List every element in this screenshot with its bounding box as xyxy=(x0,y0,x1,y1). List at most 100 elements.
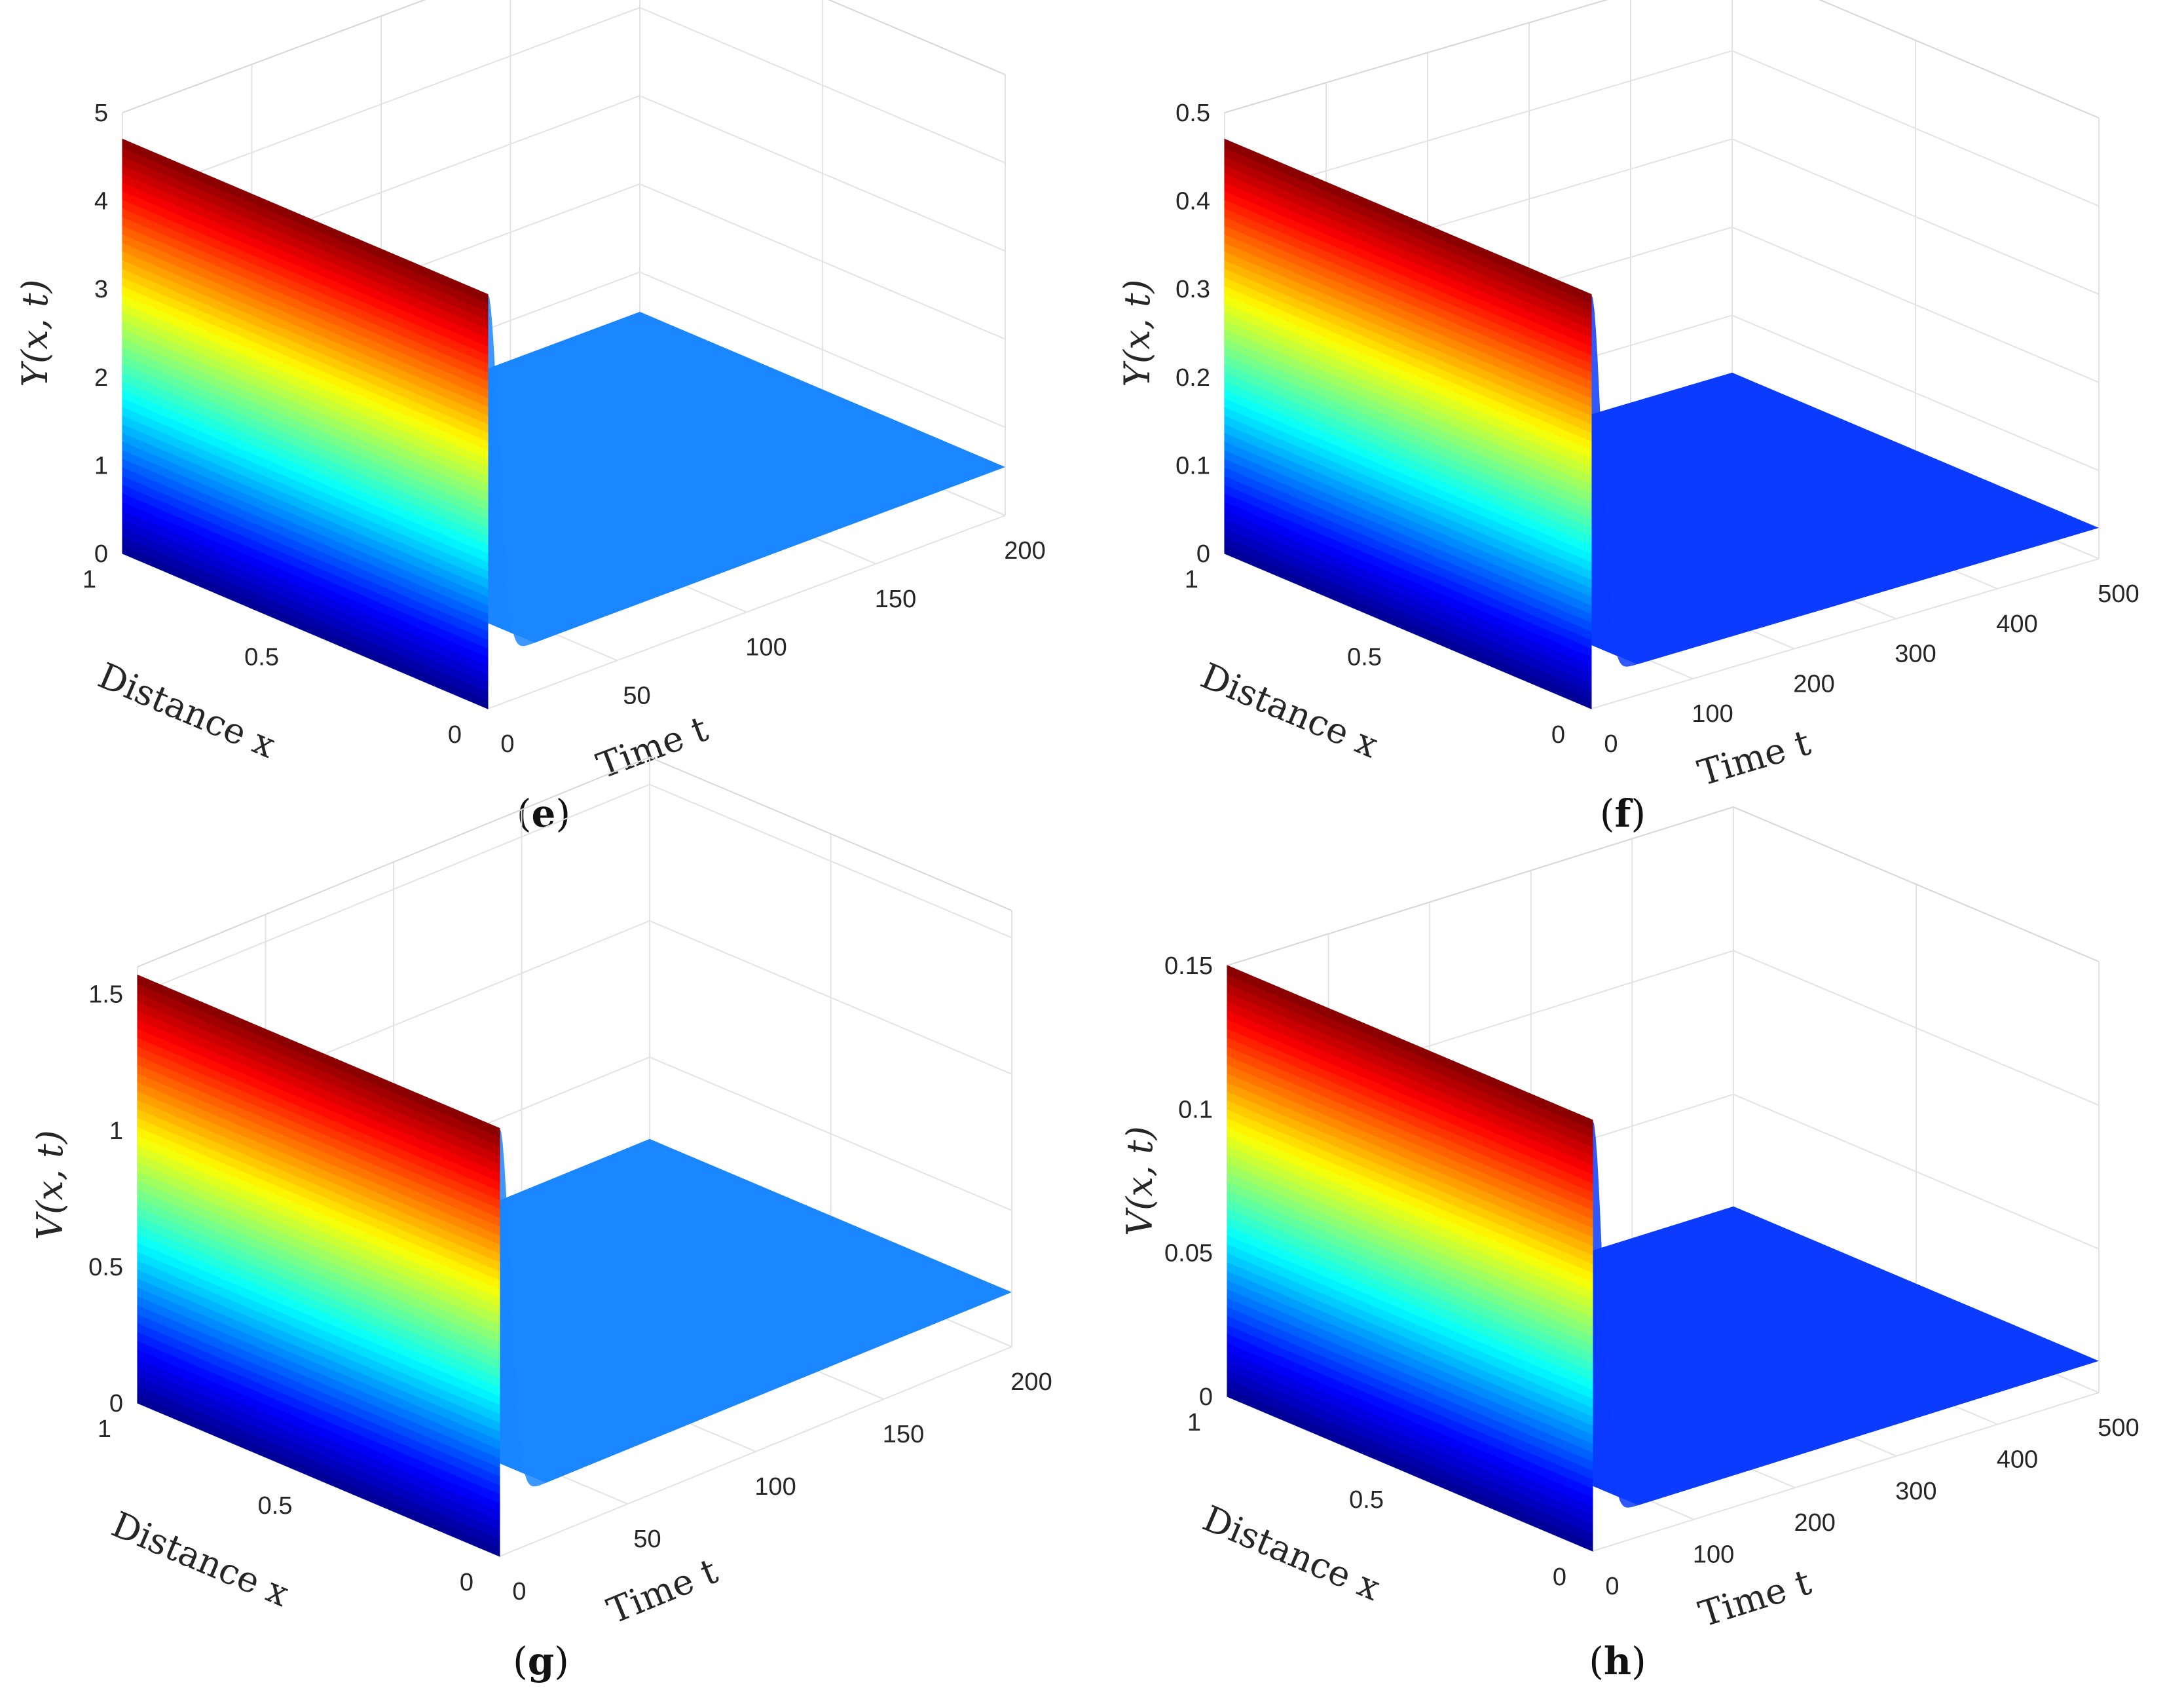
z-tick-label: 0 xyxy=(1196,540,1210,568)
box-top-edge xyxy=(1224,0,2100,119)
z-tick-label: 5 xyxy=(94,100,108,127)
x-tick-label: 0 xyxy=(1551,721,1565,749)
gridline-z xyxy=(122,0,1006,113)
x-axis-label: Distance x xyxy=(92,655,282,766)
panel-label: (f) xyxy=(1600,791,1646,836)
z-tick-label: 0.5 xyxy=(1175,100,1210,127)
t-axis-label: Time t xyxy=(601,1550,723,1632)
t-tick-label: 300 xyxy=(1895,1478,1936,1505)
z-axis-label: V(x, t) xyxy=(1119,1126,1160,1236)
surface-wall-band xyxy=(137,974,500,1138)
x-tick-label: 0 xyxy=(448,721,462,749)
box-top-edge xyxy=(1227,806,2100,966)
z-tick-label: 0.1 xyxy=(1178,1096,1213,1123)
t-tick-label: 200 xyxy=(1794,1509,1835,1537)
gridline-x-floor xyxy=(1592,1392,2100,1552)
x-tick-label: 1 xyxy=(98,1416,111,1443)
gridline-z xyxy=(122,7,1006,202)
z-tick-label: 1 xyxy=(109,1117,123,1145)
chart-panel-f: 00.10.20.30.40.500.510100200300400500Y(x… xyxy=(1117,0,2139,836)
t-tick-label: 50 xyxy=(623,682,650,709)
z-tick-label: 0 xyxy=(94,540,108,568)
x-tick-label: 0 xyxy=(460,1569,473,1596)
t-tick-label: 0 xyxy=(1605,1573,1619,1600)
gridline-x-floor xyxy=(1591,558,2100,709)
gridline-z xyxy=(1224,0,2100,119)
surface xyxy=(137,974,1012,1557)
t-tick-label: 150 xyxy=(875,586,916,613)
panel-label: (e) xyxy=(517,791,570,836)
t-tick-label: 0 xyxy=(1604,730,1618,758)
surface-wall-band xyxy=(1227,965,1593,1130)
panel-label: (g) xyxy=(513,1639,569,1683)
x-axis-label: Distance x xyxy=(106,1503,295,1615)
z-tick-label: 1 xyxy=(94,452,108,479)
z-tick-label: 4 xyxy=(94,188,108,216)
t-tick-label: 100 xyxy=(1692,700,1733,728)
z-tick-label: 0.05 xyxy=(1164,1240,1213,1267)
z-tick-label: 0.5 xyxy=(88,1254,123,1281)
x-tick-label: 0.5 xyxy=(1349,1486,1384,1514)
t-axis-label: Time t xyxy=(1693,722,1815,794)
x-tick-label: 0.5 xyxy=(258,1492,293,1520)
t-tick-label: 300 xyxy=(1895,641,1936,668)
x-tick-label: 1 xyxy=(83,566,96,593)
t-tick-label: 500 xyxy=(2098,580,2139,608)
gridline-z xyxy=(137,783,1012,995)
t-axis-label: Time t xyxy=(591,708,714,787)
t-tick-label: 0 xyxy=(500,730,514,758)
x-axis-label: Distance x xyxy=(1195,655,1384,766)
x-tick-label: 0 xyxy=(1553,1564,1566,1591)
t-tick-label: 400 xyxy=(1997,1446,2038,1473)
t-tick-label: 500 xyxy=(2098,1414,2139,1442)
z-tick-label: 0.3 xyxy=(1175,276,1210,303)
box-top-edge xyxy=(122,0,1006,113)
z-tick-label: 0.4 xyxy=(1175,188,1210,216)
z-tick-label: 0.2 xyxy=(1175,364,1210,392)
z-axis-label: V(x, t) xyxy=(29,1130,71,1240)
gridline-z xyxy=(1227,806,2100,966)
t-tick-label: 400 xyxy=(1996,610,2037,638)
box-top-edge xyxy=(137,756,1012,967)
z-tick-label: 0.15 xyxy=(1164,952,1213,980)
z-tick-label: 1.5 xyxy=(88,981,123,1009)
z-tick-label: 2 xyxy=(94,364,108,392)
t-tick-label: 50 xyxy=(633,1526,661,1553)
z-axis-label: Y(x, t) xyxy=(1117,279,1158,386)
x-tick-label: 0.5 xyxy=(1347,644,1382,671)
x-tick-label: 0.5 xyxy=(244,644,279,671)
gridline-x-floor xyxy=(487,515,1006,709)
x-tick-label: 1 xyxy=(1185,566,1198,593)
surface-wall-band xyxy=(1224,138,1592,304)
t-tick-label: 0 xyxy=(512,1578,526,1605)
surface xyxy=(122,138,1006,709)
surface xyxy=(1227,965,2099,1552)
z-axis-label: Y(x, t) xyxy=(14,279,56,386)
t-tick-label: 150 xyxy=(883,1421,924,1448)
z-tick-label: 0 xyxy=(1199,1383,1213,1411)
surface-wall-band xyxy=(122,138,489,304)
panel-label: (h) xyxy=(1589,1639,1646,1683)
t-tick-label: 200 xyxy=(1010,1368,1052,1396)
t-tick-label: 100 xyxy=(754,1473,796,1501)
t-tick-label: 100 xyxy=(745,634,787,662)
t-tick-label: 100 xyxy=(1693,1541,1734,1569)
x-tick-label: 1 xyxy=(1187,1409,1201,1436)
z-tick-label: 0.1 xyxy=(1175,452,1210,479)
t-tick-label: 200 xyxy=(1793,670,1834,698)
z-tick-label: 3 xyxy=(94,276,108,303)
t-tick-label: 200 xyxy=(1004,537,1045,565)
gridline-x-floor xyxy=(499,1346,1012,1557)
t-axis-label: Time t xyxy=(1694,1561,1816,1635)
x-axis-label: Distance x xyxy=(1197,1497,1386,1609)
z-tick-label: 0 xyxy=(109,1390,123,1417)
surface xyxy=(1224,138,2099,709)
